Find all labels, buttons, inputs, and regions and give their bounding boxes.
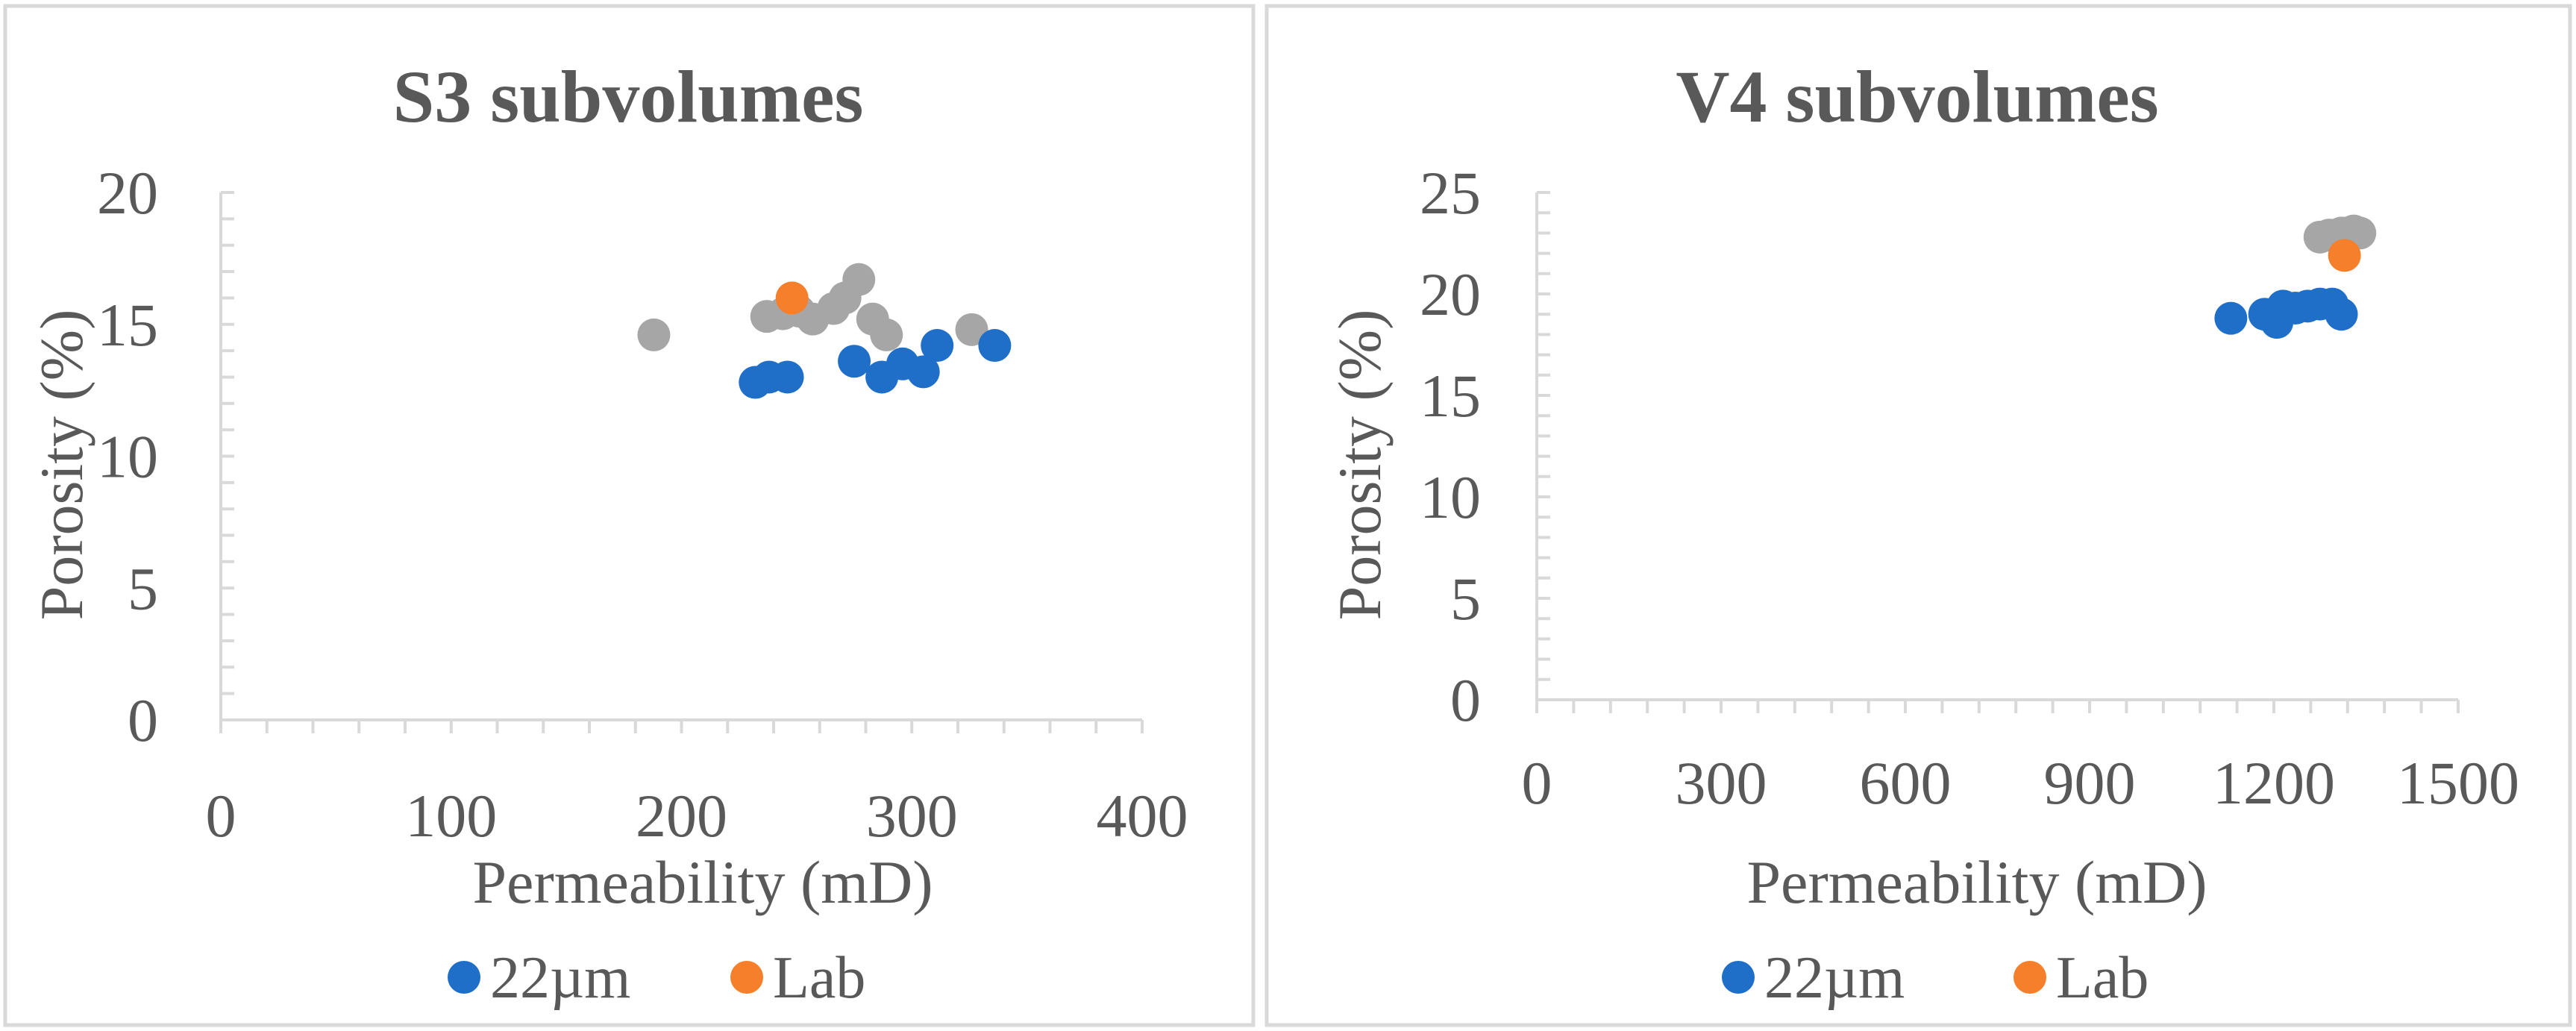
y-tick-label: 10 [1420,463,1481,531]
x-tick-label: 1500 [2397,749,2519,817]
data-points [2214,214,2377,339]
data-point-22m [2325,298,2358,331]
legend-marker-lab [730,961,763,994]
data-point-22m [906,355,940,389]
chart-panel-v4: V4 subvolumes Porosity (%) Permeability … [1265,4,2572,1027]
x-tick-label: 900 [2044,749,2136,817]
y-tick-label: 0 [1450,666,1481,734]
panel-border [3,4,1256,1027]
data-points [637,263,1012,399]
axes [219,191,1144,733]
x-tick-label: 400 [1097,782,1188,850]
data-point-22m [2214,301,2248,335]
x-axis-label: Permeability (mD) [1746,848,2207,916]
y-tick-label: 20 [1420,260,1481,328]
y-tick-label: 0 [128,686,158,754]
legend-label-22um: 22µm [1764,945,1905,1011]
data-point-22m [921,329,954,363]
legend-label-22um: 22µm [490,945,630,1011]
y-tick-label: 25 [1420,159,1481,227]
data-point-unlabeled [870,318,903,351]
data-point-22m [838,345,871,378]
y-tick-label: 10 [97,423,158,491]
data-point-22m [771,360,804,394]
legend: 22µm Lab [1722,945,2149,1011]
x-tick-label: 0 [206,782,236,850]
y-tick-label: 5 [1450,565,1481,633]
data-point-22m [978,329,1012,363]
legend-marker-lab [2014,961,2046,994]
legend-marker-22um [1722,961,1755,994]
x-tick-label: 200 [636,782,727,850]
legend-marker-22um [448,961,480,994]
tick-labels: 0 100 200 300 400 0 5 10 15 20 [97,159,1188,850]
legend-label-lab: Lab [773,945,865,1011]
x-tick-label: 600 [1860,749,1952,817]
y-tick-label: 20 [97,159,158,227]
data-point-unlabeled [955,313,988,346]
data-point-lab [775,281,809,315]
x-tick-label: 300 [1676,749,1767,817]
y-tick-label: 15 [97,291,158,359]
data-point-unlabeled [842,263,876,296]
legend: 22µm Lab [448,945,865,1011]
x-axis-label: Permeability (mD) [472,848,933,916]
data-point-unlabeled [637,318,671,351]
x-tick-label: 0 [1522,749,1552,817]
legend-label-lab: Lab [2056,945,2149,1011]
y-tick-label: 15 [1420,362,1481,430]
y-tick-label: 5 [128,554,158,622]
y-axis-label: Porosity (%) [28,310,95,621]
chart-title: V4 subvolumes [1676,55,2158,138]
tick-labels: 0 300 600 900 1200 1500 0 5 10 15 20 25 [1420,159,2519,817]
x-tick-label: 1200 [2213,749,2335,817]
panel-border [1265,4,2572,1027]
y-axis-label: Porosity (%) [1326,310,1394,621]
axes [1535,191,2460,713]
chart-panel-s3: S3 subvolumes Porosity (%) Permeability … [3,4,1256,1027]
chart-title: S3 subvolumes [393,55,864,138]
x-tick-label: 100 [405,782,497,850]
data-point-lab [2328,239,2361,272]
x-tick-label: 300 [866,782,958,850]
